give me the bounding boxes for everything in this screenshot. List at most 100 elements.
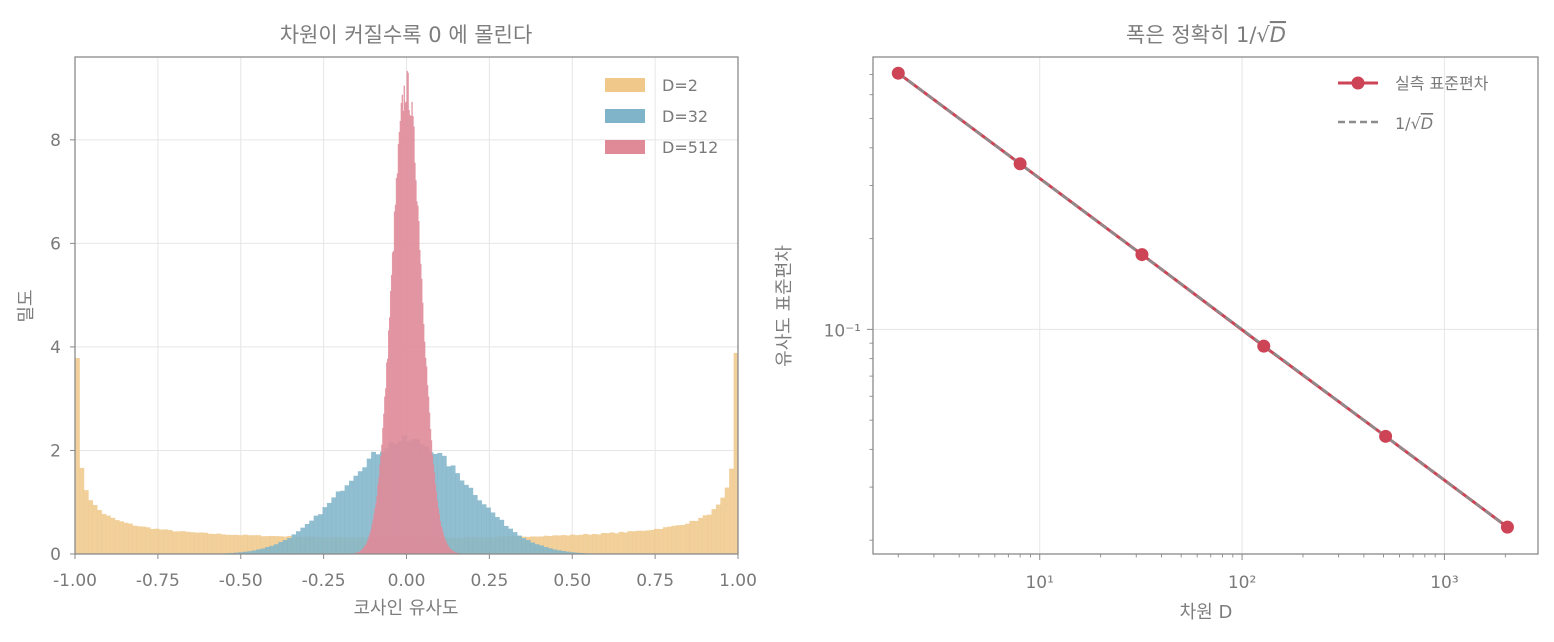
histogram-bar — [364, 545, 367, 554]
histogram-bar — [733, 352, 739, 554]
histogram-bar — [154, 528, 160, 554]
histogram-bar — [150, 529, 155, 554]
x-tick-label: -1.00 — [53, 571, 97, 591]
histogram-bar — [163, 529, 169, 554]
histogram-bar — [432, 464, 435, 554]
histogram-bar — [689, 520, 695, 554]
x-tick-label: 10¹ — [1025, 573, 1053, 593]
histogram-bar — [447, 545, 449, 554]
histogram-bar — [592, 534, 597, 554]
histogram-bar — [623, 532, 628, 554]
histogram-bar — [711, 509, 717, 554]
histogram-bar — [344, 485, 350, 554]
histogram-bar — [561, 551, 567, 554]
histogram-bar — [375, 503, 377, 554]
histogram-bar — [424, 357, 427, 554]
histogram-bar — [309, 520, 315, 554]
legend-label-d32: D=32 — [662, 107, 708, 126]
histogram-bar — [609, 532, 615, 554]
x-tick-label: 0.75 — [636, 571, 674, 591]
histogram-bar — [75, 358, 80, 554]
right-plot-frame — [872, 56, 1539, 555]
histogram-bar — [395, 178, 398, 555]
histogram-bar — [349, 480, 354, 554]
histogram-bar — [238, 552, 244, 554]
histogram-bar — [423, 324, 425, 554]
histogram-bar — [552, 535, 558, 554]
histogram-bar — [367, 538, 369, 554]
histogram-bar — [260, 536, 266, 554]
histogram-bar — [172, 531, 178, 554]
histogram-bar — [433, 472, 436, 554]
histogram-bar — [539, 545, 544, 554]
histogram-bar — [158, 529, 164, 554]
histogram-bar — [176, 531, 182, 554]
x-tick-label: 0.25 — [470, 571, 508, 591]
histogram-bar — [394, 204, 397, 554]
histogram-bar — [676, 525, 681, 554]
histogram-bar — [434, 483, 437, 554]
right-x-axis-label: 차원 D — [1180, 602, 1233, 623]
histogram-bar — [448, 547, 450, 554]
histogram-bar — [631, 531, 637, 554]
histogram-bar — [282, 540, 288, 554]
histogram-bar — [400, 103, 403, 555]
right-minor-ticks — [867, 74, 1506, 560]
histogram-bar — [404, 102, 406, 555]
histogram-bar — [403, 85, 405, 554]
histogram-bar — [547, 548, 553, 554]
histogram-bar — [335, 491, 341, 554]
histogram-bar — [547, 536, 553, 554]
histogram-bar — [508, 528, 513, 554]
histogram-bar — [141, 526, 147, 554]
histogram-bar — [561, 535, 567, 554]
histogram-bar — [429, 428, 432, 554]
histogram-bar — [101, 513, 107, 554]
histogram-bar — [450, 549, 452, 554]
histogram-bar — [627, 531, 633, 554]
histogram-bar — [481, 504, 487, 554]
legend-label-measured: 실측 표준편차 — [1395, 74, 1489, 93]
histogram-bar — [724, 487, 730, 554]
series-d-512 — [348, 70, 466, 555]
histogram-bar — [370, 529, 372, 554]
histogram-bar — [707, 514, 712, 554]
histogram-bar — [381, 444, 383, 554]
histogram-bar — [357, 551, 360, 554]
histogram-bar — [256, 549, 262, 554]
histogram-bar — [649, 529, 655, 554]
histogram-bar — [444, 538, 446, 554]
histogram-bar — [565, 551, 571, 554]
histogram-bar — [414, 162, 416, 555]
y-tick-label: 6 — [50, 234, 61, 254]
x-tick-label: -0.50 — [219, 571, 263, 591]
x-tick-label: 10³ — [1430, 573, 1458, 593]
histogram-bar — [702, 515, 708, 554]
legend-swatch-d32 — [605, 109, 645, 123]
histogram-bar — [454, 552, 456, 554]
histogram-bar — [614, 533, 620, 554]
histogram-bar — [455, 473, 460, 554]
histogram-bar — [680, 525, 686, 554]
histogram-bar — [368, 535, 370, 554]
x-tick-label: 0.00 — [388, 571, 426, 591]
histogram-bar — [382, 427, 384, 554]
histogram-bar — [408, 110, 410, 554]
histogram-bar — [552, 549, 558, 554]
measured-std-point — [1013, 157, 1027, 171]
histogram-bar — [459, 480, 465, 554]
left-chart-title: 차원이 커질수록 0 에 몰린다 — [280, 23, 533, 47]
histogram-bar — [377, 484, 379, 554]
right-gridlines — [873, 57, 1538, 554]
histogram-bar — [398, 131, 401, 555]
y-tick-label: 10⁻¹ — [824, 321, 861, 341]
measured-std-point — [1500, 520, 1514, 534]
histogram-bar — [198, 532, 204, 554]
histogram-bar — [88, 500, 94, 554]
x-tick-label: -0.75 — [136, 571, 180, 591]
histogram-bar — [422, 302, 424, 554]
histogram-bar — [446, 466, 452, 554]
histogram-bar — [359, 550, 362, 554]
histogram-bar — [110, 517, 116, 554]
